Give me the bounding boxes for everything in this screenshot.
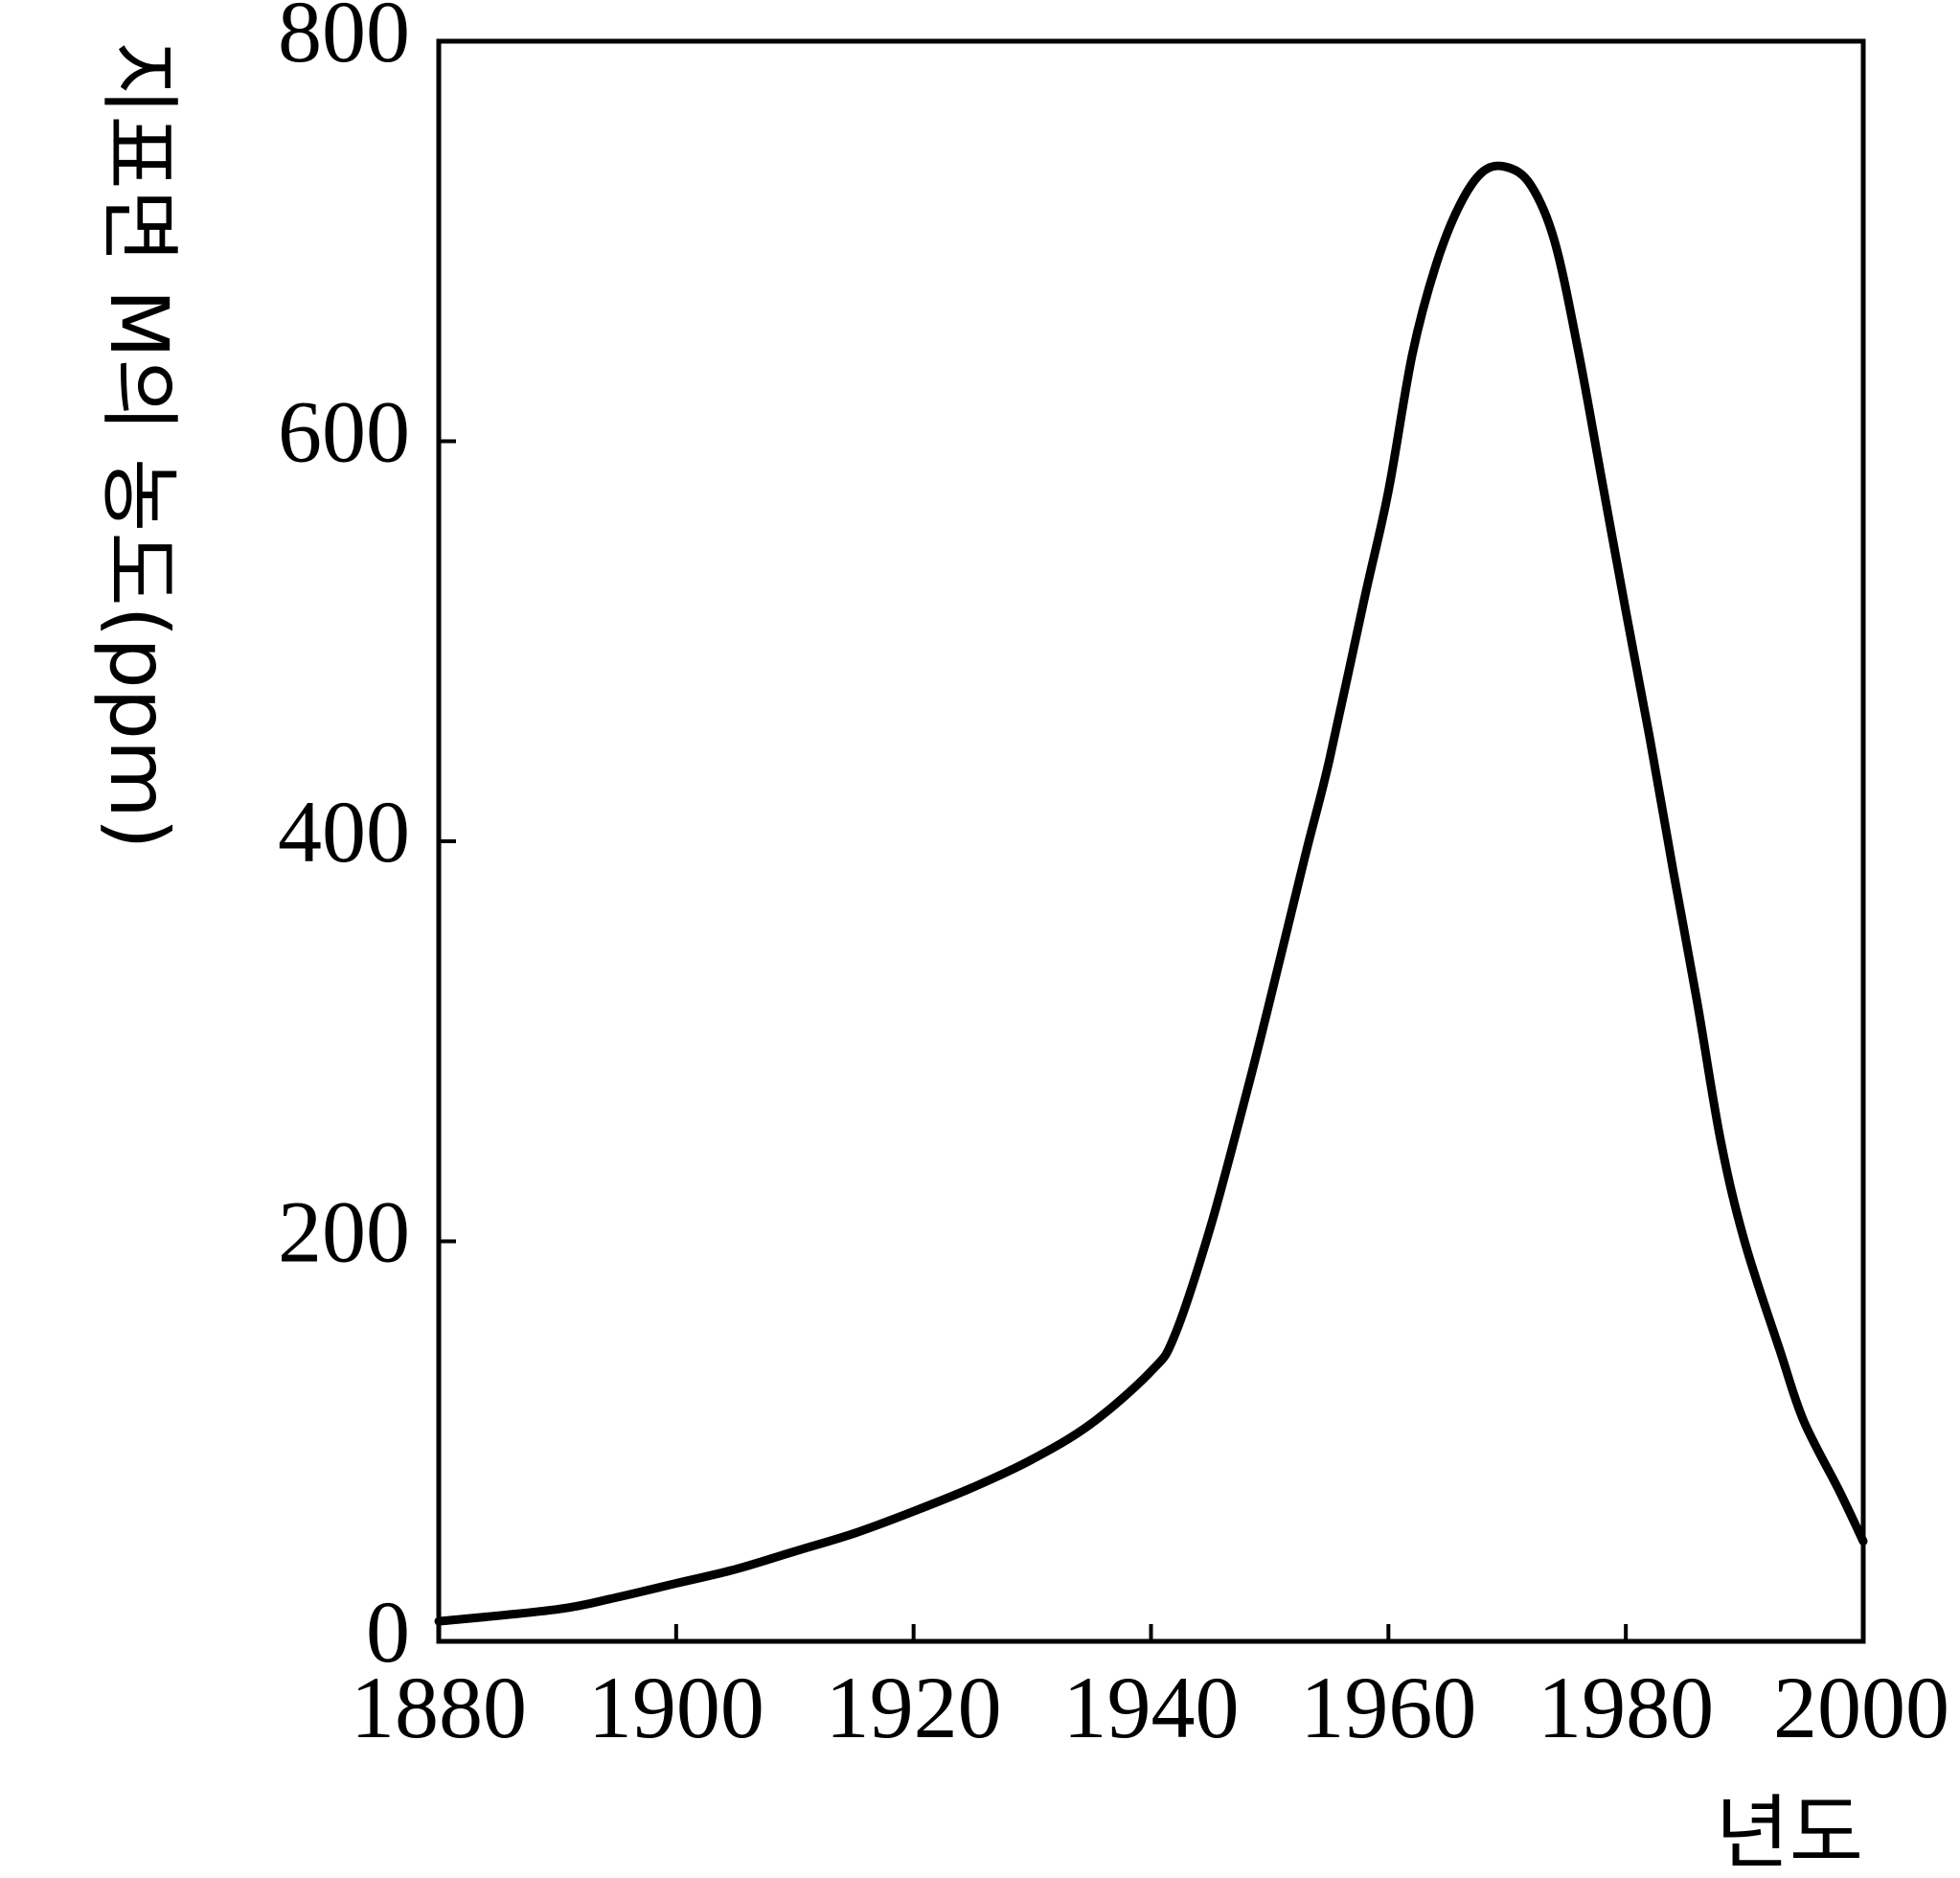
series-line [434,161,1868,1626]
y-tick-label: 0 [366,1583,410,1681]
x-tick-label: 1920 [826,1659,1002,1756]
plot-frame [436,38,1866,1644]
x-tick-label: 1900 [588,1659,764,1756]
x-tick-label: 1980 [1538,1659,1714,1756]
y-axis-title: 지표면 M의 농도(ppm) [92,41,186,850]
y-tick-label: 200 [278,1183,410,1281]
x-axis-title: 년도 [1715,1790,1863,1878]
x-tick-label: 1940 [1063,1659,1240,1756]
x-tick-label: 2000 [1773,1659,1949,1756]
y-tick-label: 800 [278,0,410,80]
y-tick-label: 400 [278,783,410,881]
x-tick-label: 1880 [351,1659,527,1756]
y-tick-label: 600 [278,383,410,481]
y-axis-ticks: 0 200 400 600 800 [278,0,456,1681]
x-tick-label: 1960 [1300,1659,1476,1756]
x-axis-ticks: 1880 1900 1920 1940 1960 1980 2000 [351,1624,1949,1756]
